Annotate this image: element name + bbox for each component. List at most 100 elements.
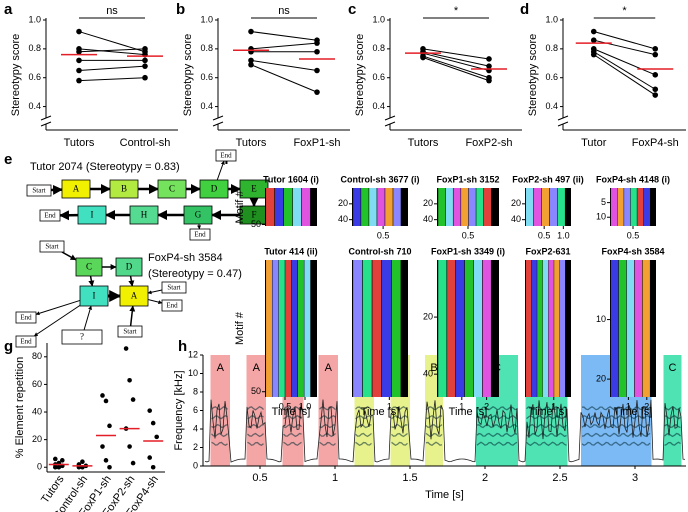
y-tick-label: 4 bbox=[193, 423, 198, 433]
raster-band bbox=[630, 188, 637, 226]
pair-line bbox=[78, 31, 146, 53]
y-tick-label: 60 bbox=[32, 379, 42, 389]
x-tick-label: Control-sh bbox=[120, 137, 171, 149]
harmonic bbox=[391, 432, 408, 438]
y-tick-label: 0.6 bbox=[200, 72, 213, 82]
harmonic bbox=[476, 423, 518, 429]
x-axis-label: Time [s] bbox=[529, 406, 568, 418]
data-point bbox=[142, 74, 148, 81]
y-tick-label: 0.6 bbox=[28, 72, 41, 82]
x-tick-label: Tutors bbox=[236, 137, 267, 149]
node-box bbox=[39, 240, 65, 253]
y-tick-label: 80 bbox=[32, 351, 42, 361]
y-tick-label: 0.4 bbox=[545, 101, 558, 111]
y-tick-label: 40 bbox=[423, 369, 433, 379]
node-box bbox=[77, 205, 107, 225]
x-tick-label: 0.5 bbox=[377, 230, 390, 240]
node-label: End bbox=[20, 314, 32, 322]
node-label: End bbox=[44, 212, 56, 220]
y-axis-label: Stereotypy score bbox=[354, 34, 366, 117]
axis-break bbox=[384, 121, 396, 127]
node-label: Start bbox=[123, 328, 136, 336]
raster-band bbox=[537, 260, 543, 397]
axis-break bbox=[557, 121, 569, 127]
diagram-node: End bbox=[15, 311, 37, 324]
y-tick-label: 12 bbox=[188, 349, 198, 359]
pair-line bbox=[78, 77, 146, 82]
x-tick-label: 2 bbox=[484, 401, 489, 411]
pair-line bbox=[250, 59, 318, 71]
significance-label: ns bbox=[278, 5, 290, 17]
pair-line bbox=[78, 48, 146, 56]
harmonic bbox=[581, 406, 651, 411]
y-tick-label: 0 bbox=[37, 462, 42, 472]
axis-break bbox=[384, 115, 396, 121]
data-point bbox=[652, 86, 659, 93]
syllable-label: A bbox=[253, 362, 261, 374]
x-tick-label: 0.5 bbox=[279, 401, 292, 411]
diagram-title: Tutor 2074 (Stereotypy = 0.83) bbox=[30, 161, 180, 173]
y-tick-label: 0.6 bbox=[372, 72, 385, 82]
harmonic bbox=[319, 441, 336, 446]
harmonic bbox=[526, 432, 567, 438]
harmonic bbox=[283, 432, 302, 438]
diagram-node: End bbox=[161, 299, 183, 312]
raster-title: FoxP1-sh 3152 bbox=[436, 174, 499, 184]
raster-title: FoxP4-sh 3584 bbox=[601, 246, 664, 256]
transition-arrow bbox=[33, 304, 81, 337]
node-box bbox=[157, 179, 187, 199]
y-tick-label: 0.8 bbox=[200, 43, 213, 53]
node-label: D bbox=[126, 262, 133, 272]
x-tick-label: FoxP4-sh bbox=[632, 137, 679, 149]
raster-title: Control-sh 3677 (i) bbox=[340, 174, 419, 184]
harmonic bbox=[581, 414, 651, 420]
x-tick-label: 1.0 bbox=[557, 230, 570, 240]
harmonic bbox=[425, 432, 443, 438]
raster-title: Tutor 414 (ii) bbox=[264, 246, 317, 256]
axis-break bbox=[212, 121, 224, 127]
data-point bbox=[53, 456, 58, 462]
pair-line bbox=[250, 31, 318, 41]
y-tick-label: 20 bbox=[32, 434, 42, 444]
data-point bbox=[154, 434, 159, 440]
diagram-title: FoxP4-sh 3584 bbox=[148, 252, 223, 264]
x-tick-label: Tutors bbox=[408, 137, 439, 149]
syllable bbox=[318, 355, 338, 466]
harmonic bbox=[581, 432, 651, 438]
data-point bbox=[56, 464, 62, 470]
node-box bbox=[39, 209, 61, 222]
y-tick-label: 0.8 bbox=[372, 43, 385, 53]
axis-break bbox=[557, 115, 569, 121]
harmonic bbox=[526, 441, 567, 447]
diagram-node: C bbox=[75, 257, 103, 277]
diagram-node: End bbox=[215, 149, 237, 162]
harmonic bbox=[355, 432, 372, 438]
transition-arrow bbox=[35, 299, 81, 316]
y-tick-label: 8 bbox=[193, 386, 198, 396]
y-tick-label: 40 bbox=[511, 214, 521, 224]
harmonic bbox=[211, 432, 228, 438]
node-box bbox=[79, 285, 109, 307]
y-tick-label: 0.6 bbox=[545, 72, 558, 82]
node-label: Start bbox=[167, 284, 180, 292]
panel-label: a bbox=[4, 1, 13, 18]
x-axis-label: Time [s] bbox=[449, 406, 488, 418]
harmonic bbox=[247, 406, 264, 411]
harmonic bbox=[247, 441, 264, 446]
x-axis-label: Time [s] bbox=[272, 406, 311, 418]
raster-band bbox=[447, 260, 456, 397]
data-point bbox=[248, 61, 254, 68]
harmonic bbox=[355, 406, 372, 411]
data-point bbox=[486, 56, 492, 62]
node-box bbox=[189, 228, 211, 241]
pair-line bbox=[422, 52, 490, 71]
y-axis-label: Motif # bbox=[234, 190, 246, 224]
node-label: A bbox=[73, 184, 80, 194]
data-point bbox=[486, 77, 492, 84]
data-point bbox=[652, 92, 659, 98]
node-label: Start bbox=[45, 243, 58, 251]
data-point bbox=[590, 51, 597, 58]
transition-arrow bbox=[216, 160, 225, 181]
y-axis-label: Stereotypy score bbox=[182, 34, 194, 117]
pair-line bbox=[593, 54, 656, 96]
